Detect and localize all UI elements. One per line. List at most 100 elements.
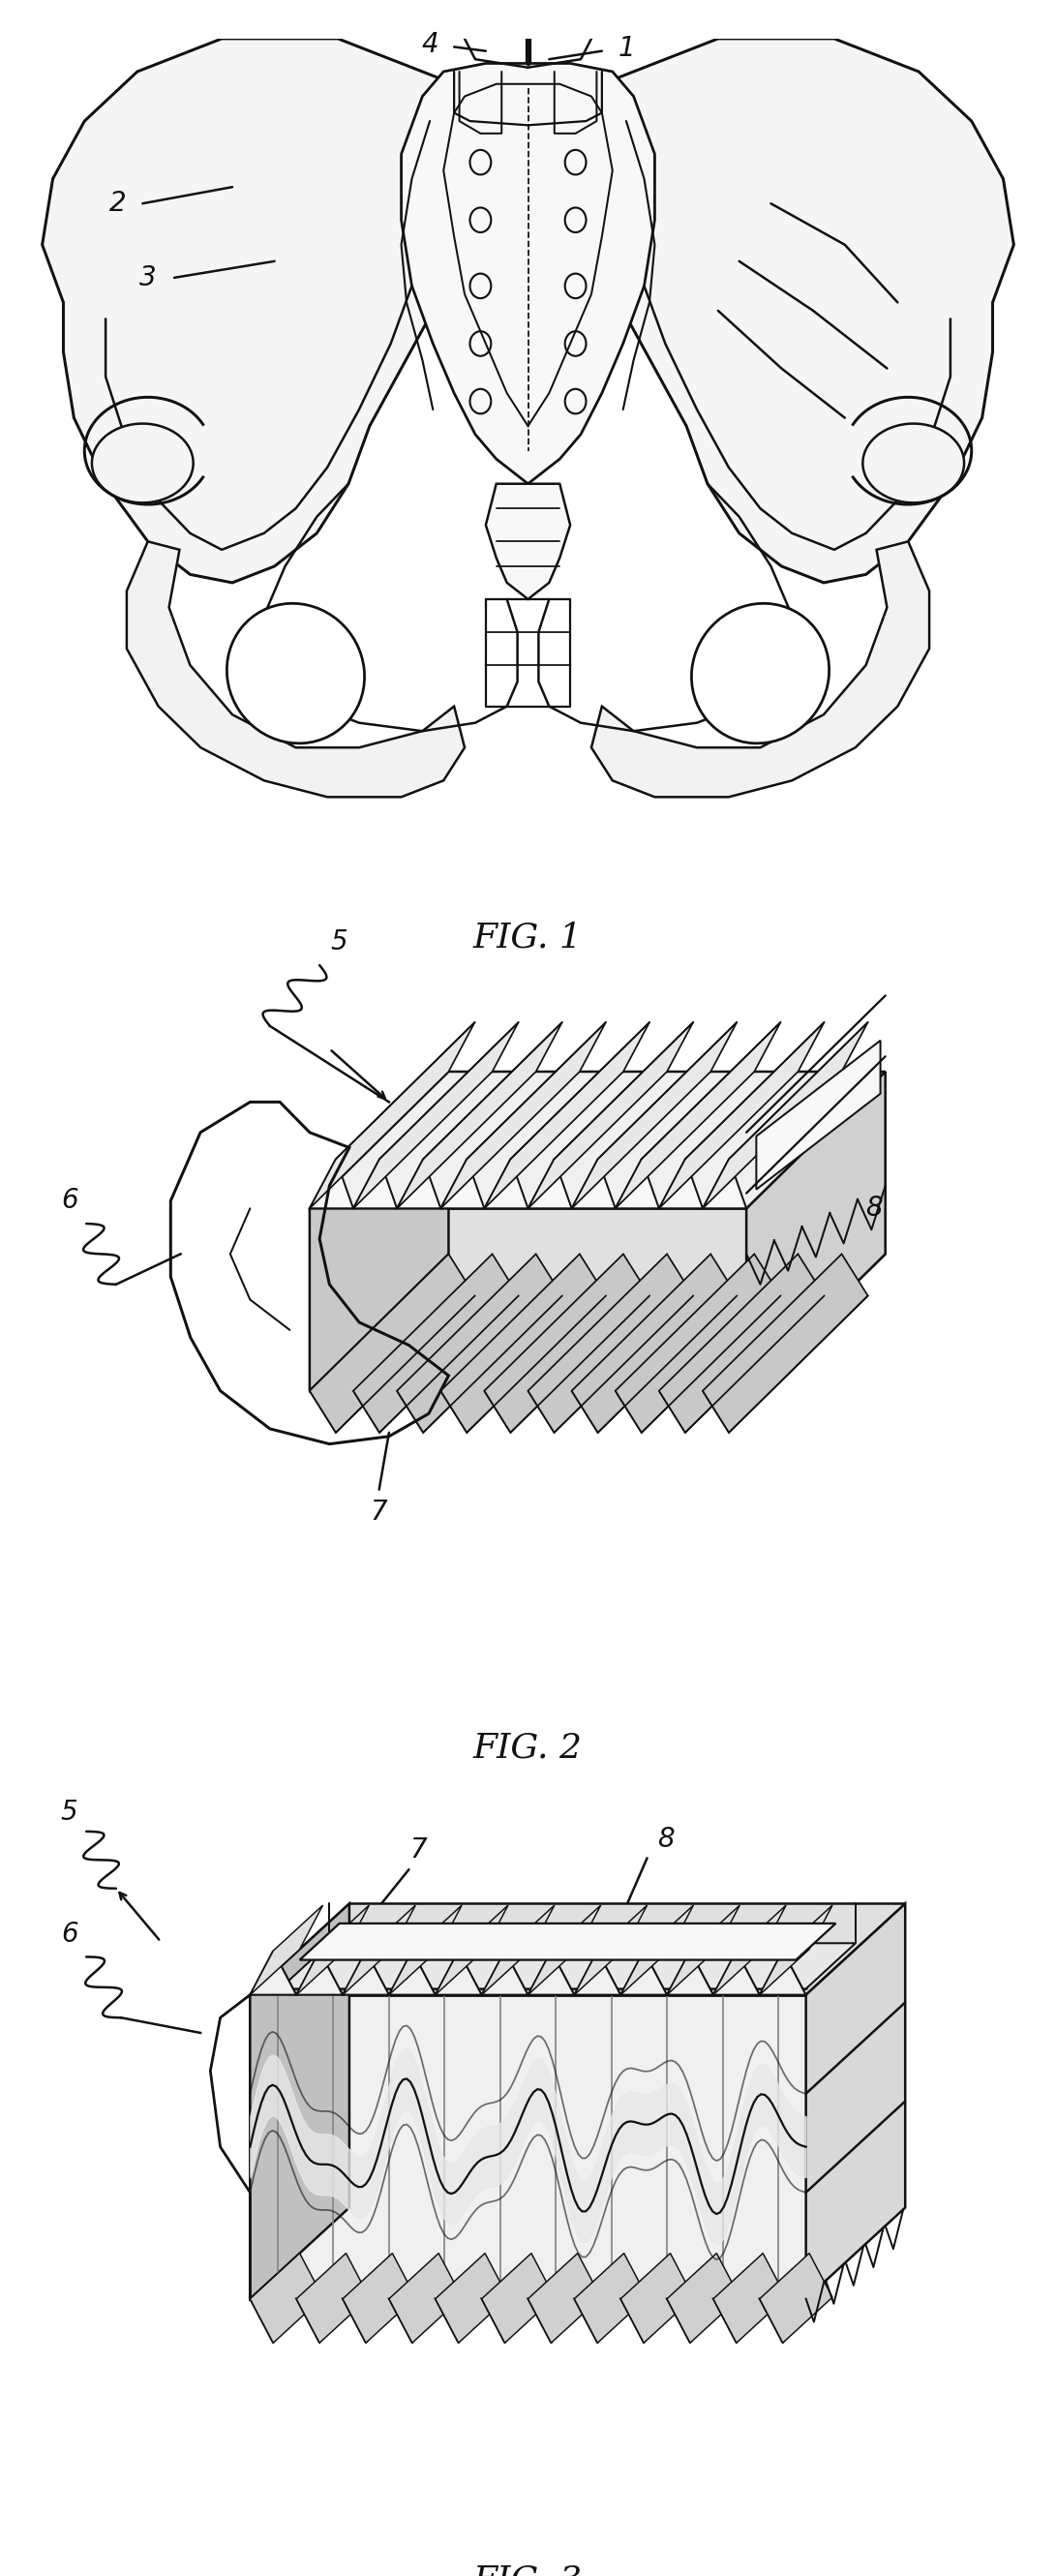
PathPatch shape — [250, 1904, 350, 2298]
PathPatch shape — [250, 1994, 806, 2298]
Text: 8: 8 — [657, 1826, 674, 1852]
PathPatch shape — [440, 1391, 485, 1432]
PathPatch shape — [659, 1391, 702, 1432]
Text: 6: 6 — [61, 1919, 78, 1947]
PathPatch shape — [713, 1906, 786, 1994]
PathPatch shape — [343, 2254, 415, 2344]
PathPatch shape — [713, 1950, 759, 1994]
PathPatch shape — [309, 1255, 885, 1391]
PathPatch shape — [309, 1208, 747, 1391]
PathPatch shape — [309, 1072, 449, 1391]
PathPatch shape — [435, 1906, 508, 1994]
PathPatch shape — [759, 1950, 806, 1994]
PathPatch shape — [389, 2298, 435, 2344]
PathPatch shape — [528, 1159, 571, 1208]
PathPatch shape — [571, 1391, 616, 1432]
PathPatch shape — [756, 1041, 881, 1190]
PathPatch shape — [397, 1391, 440, 1432]
PathPatch shape — [482, 1950, 528, 1994]
PathPatch shape — [440, 1255, 606, 1432]
PathPatch shape — [528, 1023, 693, 1208]
PathPatch shape — [571, 1255, 737, 1432]
PathPatch shape — [667, 1950, 713, 1994]
PathPatch shape — [280, 1942, 855, 1989]
PathPatch shape — [397, 1255, 562, 1432]
PathPatch shape — [571, 1159, 616, 1208]
PathPatch shape — [485, 1391, 528, 1432]
PathPatch shape — [250, 2254, 323, 2344]
PathPatch shape — [397, 1159, 440, 1208]
Text: 5: 5 — [61, 1798, 78, 1826]
PathPatch shape — [747, 1072, 885, 1391]
Text: FIG. 1: FIG. 1 — [473, 920, 583, 953]
PathPatch shape — [616, 1023, 780, 1208]
PathPatch shape — [713, 2298, 759, 2344]
Text: FIG. 3: FIG. 3 — [473, 2563, 583, 2576]
PathPatch shape — [702, 1255, 868, 1432]
PathPatch shape — [482, 2298, 528, 2344]
PathPatch shape — [528, 1950, 574, 1994]
PathPatch shape — [574, 2298, 621, 2344]
PathPatch shape — [127, 541, 465, 796]
PathPatch shape — [309, 1159, 354, 1208]
PathPatch shape — [435, 1950, 482, 1994]
PathPatch shape — [667, 2298, 713, 2344]
PathPatch shape — [482, 2254, 554, 2344]
PathPatch shape — [621, 1950, 667, 1994]
PathPatch shape — [702, 1159, 747, 1208]
PathPatch shape — [309, 1072, 885, 1208]
Text: FIG. 2: FIG. 2 — [473, 1731, 583, 1765]
PathPatch shape — [528, 1391, 571, 1432]
PathPatch shape — [574, 1906, 647, 1994]
PathPatch shape — [440, 1023, 606, 1208]
PathPatch shape — [297, 1906, 370, 1994]
PathPatch shape — [570, 39, 1014, 582]
PathPatch shape — [528, 2254, 601, 2344]
Text: 2: 2 — [110, 191, 127, 216]
PathPatch shape — [616, 1391, 659, 1432]
PathPatch shape — [435, 2254, 508, 2344]
PathPatch shape — [571, 1023, 737, 1208]
PathPatch shape — [297, 2298, 343, 2344]
PathPatch shape — [354, 1391, 397, 1432]
PathPatch shape — [591, 541, 929, 796]
Circle shape — [863, 422, 964, 502]
PathPatch shape — [574, 2254, 647, 2344]
PathPatch shape — [389, 1906, 461, 1994]
Text: 7: 7 — [371, 1499, 388, 1525]
PathPatch shape — [621, 1906, 694, 1994]
PathPatch shape — [343, 2298, 389, 2344]
PathPatch shape — [354, 1159, 397, 1208]
PathPatch shape — [250, 2298, 297, 2344]
PathPatch shape — [250, 1950, 297, 1994]
PathPatch shape — [482, 1906, 554, 1994]
PathPatch shape — [485, 1159, 528, 1208]
PathPatch shape — [702, 1391, 747, 1432]
PathPatch shape — [621, 2254, 694, 2344]
PathPatch shape — [659, 1159, 702, 1208]
Text: 7: 7 — [411, 1837, 428, 1865]
PathPatch shape — [42, 39, 486, 582]
PathPatch shape — [485, 1023, 649, 1208]
PathPatch shape — [250, 1906, 323, 1994]
Text: 8: 8 — [866, 1195, 883, 1221]
PathPatch shape — [401, 64, 655, 484]
PathPatch shape — [713, 2254, 786, 2344]
Text: 4: 4 — [421, 31, 438, 59]
PathPatch shape — [759, 1906, 832, 1994]
PathPatch shape — [528, 1255, 693, 1432]
PathPatch shape — [667, 2254, 740, 2344]
PathPatch shape — [297, 1950, 343, 1994]
PathPatch shape — [250, 1904, 905, 1994]
PathPatch shape — [343, 1906, 415, 1994]
PathPatch shape — [528, 2298, 574, 2344]
PathPatch shape — [528, 1906, 601, 1994]
PathPatch shape — [309, 1391, 354, 1432]
PathPatch shape — [435, 2298, 482, 2344]
PathPatch shape — [297, 2254, 370, 2344]
PathPatch shape — [397, 1023, 562, 1208]
PathPatch shape — [440, 1159, 485, 1208]
Text: 3: 3 — [139, 265, 156, 291]
Circle shape — [92, 422, 193, 502]
Text: 1: 1 — [618, 36, 635, 62]
